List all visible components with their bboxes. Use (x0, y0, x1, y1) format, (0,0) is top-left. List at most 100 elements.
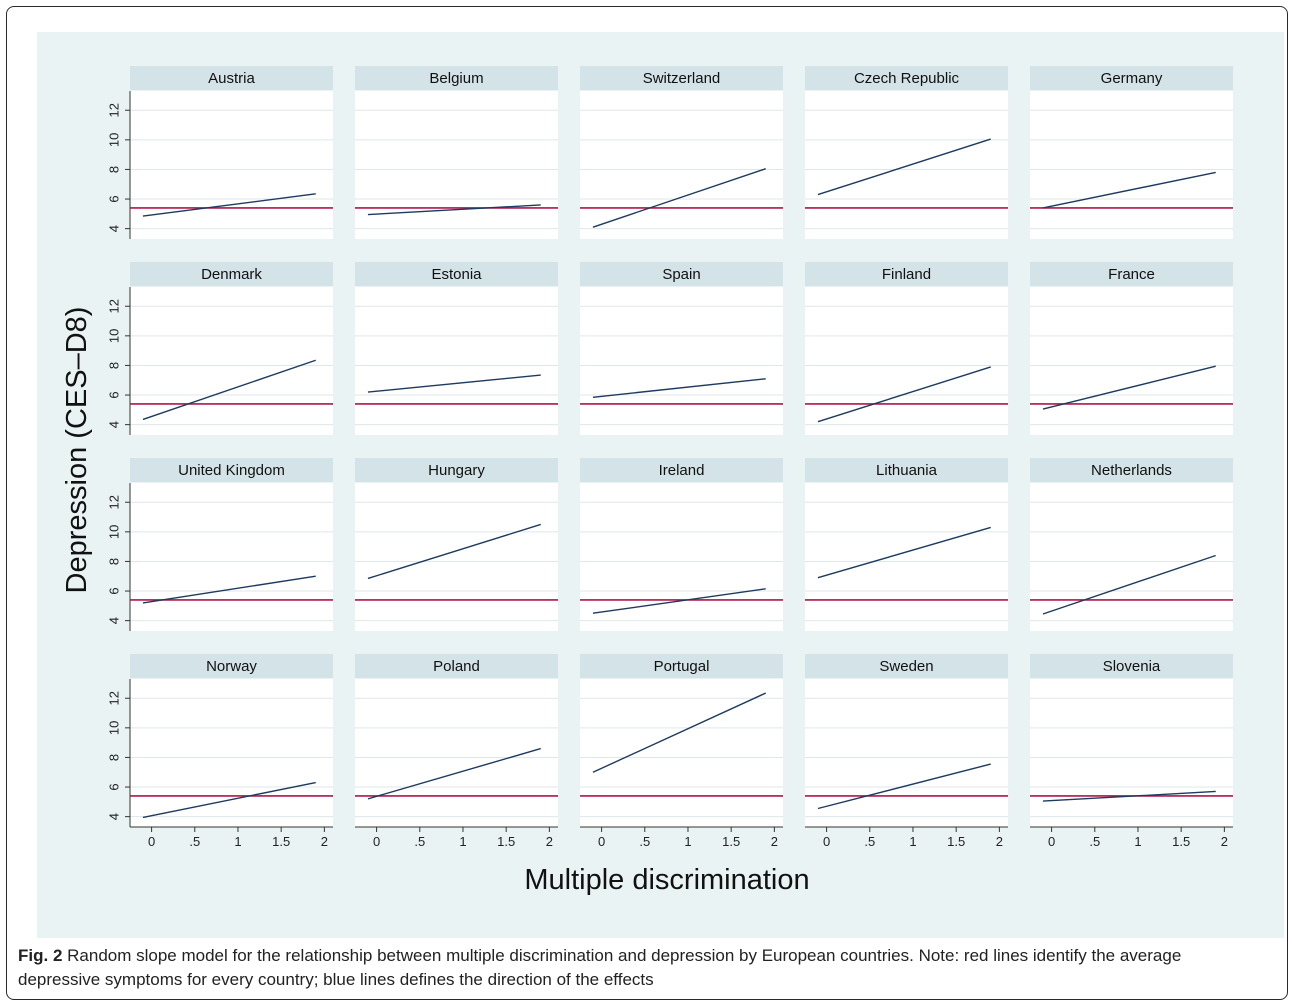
y-tick-label: 10 (107, 721, 122, 735)
panel-czech-republic: Czech Republic (805, 66, 1008, 239)
x-tick-label: 0 (148, 834, 155, 849)
x-tick-label: 1 (234, 834, 241, 849)
plot-area (130, 91, 333, 239)
plot-area (1030, 287, 1233, 435)
x-tick-label: .5 (414, 834, 425, 849)
x-tick-label: 1.5 (497, 834, 515, 849)
panel-title: Ireland (659, 462, 705, 479)
panel-title: Portugal (654, 658, 710, 675)
strip-header (355, 66, 558, 90)
strip-header (355, 262, 558, 286)
panel-ireland: Ireland (580, 458, 783, 631)
y-tick-label: 12 (107, 495, 122, 509)
plot-area (355, 483, 558, 631)
x-axis-title: Multiple discrimination (524, 864, 809, 896)
slope-line (817, 138, 991, 196)
y-axis-title: Depression (CES–D8) (61, 307, 93, 594)
x-tick-label: 2 (771, 834, 778, 849)
y-tick-label: 10 (107, 133, 122, 147)
x-tick-label: 1.5 (272, 834, 290, 849)
x-tick-label: 1 (909, 834, 916, 849)
panel-denmark: Denmark 4 6 8 10 12 (107, 262, 333, 435)
y-tick-label: 4 (107, 421, 122, 428)
panel-title: Belgium (429, 70, 483, 87)
panel-title: Netherlands (1091, 462, 1172, 479)
panel-norway: Norway 4 6 8 10 12 0 .5 1 1.5 2 (107, 654, 333, 849)
x-tick-label: 2 (996, 834, 1003, 849)
panel-title: Spain (662, 266, 700, 283)
panel-title: Switzerland (643, 70, 721, 87)
plot-area (580, 287, 783, 435)
strip-header (580, 262, 783, 286)
y-tick-label: 4 (107, 225, 122, 232)
slope-line (367, 374, 541, 393)
y-tick-label: 6 (107, 783, 122, 790)
strip-header (1030, 66, 1233, 90)
strip-header (580, 458, 783, 482)
panel-title: Hungary (428, 462, 485, 479)
slope-line (1042, 554, 1216, 615)
slope-line (1042, 790, 1216, 802)
slope-line (592, 588, 766, 614)
slope-line (142, 359, 316, 421)
panel-sweden: Sweden 0 .5 1 1.5 2 (805, 654, 1008, 849)
strip-header (580, 66, 783, 90)
figure-caption: Fig. 2 Random slope model for the relati… (18, 944, 1268, 992)
slope-line (592, 168, 766, 228)
panel-slovenia: Slovenia 0 .5 1 1.5 2 (1030, 654, 1233, 849)
slope-line (367, 747, 541, 800)
x-tick-label: 0 (598, 834, 605, 849)
panel-united-kingdom: United Kingdom 4 6 8 10 12 (107, 458, 333, 631)
panel-title: Poland (433, 658, 480, 675)
strip-header (355, 458, 558, 482)
panel-netherlands: Netherlands (1030, 458, 1233, 631)
slope-line (592, 378, 766, 398)
strip-header (805, 66, 1008, 90)
x-tick-label: 0 (373, 834, 380, 849)
plot-area (580, 91, 783, 239)
x-tick-label: 0 (1048, 834, 1055, 849)
panel-title: United Kingdom (178, 462, 285, 479)
y-tick-label: 8 (107, 362, 122, 369)
plot-area (1030, 679, 1233, 827)
plot-area (130, 483, 333, 631)
y-tick-label: 12 (107, 691, 122, 705)
x-tick-label: 2 (321, 834, 328, 849)
panel-france: France (1030, 262, 1233, 435)
panel-title: France (1108, 266, 1155, 283)
y-tick-label: 8 (107, 558, 122, 565)
panel-title: Germany (1101, 70, 1163, 87)
x-tick-label: 1 (1134, 834, 1141, 849)
strip-header (130, 458, 333, 482)
y-tick-label: 6 (107, 391, 122, 398)
x-tick-label: 2 (1221, 834, 1228, 849)
strip-header (130, 654, 333, 678)
plot-area (805, 483, 1008, 631)
panel-title: Denmark (201, 266, 262, 283)
panel-germany: Germany (1030, 66, 1233, 239)
panel-title: Lithuania (876, 462, 938, 479)
panel-title: Finland (882, 266, 931, 283)
plot-area (130, 287, 333, 435)
slope-line (1042, 365, 1216, 410)
panel-title: Sweden (879, 658, 933, 675)
strip-header (805, 654, 1008, 678)
panel-belgium: Belgium (355, 66, 558, 239)
x-tick-label: .5 (1089, 834, 1100, 849)
x-tick-label: .5 (189, 834, 200, 849)
slope-line (142, 575, 316, 604)
slope-line (592, 692, 767, 773)
panel-switzerland: Switzerland (580, 66, 783, 239)
panel-title: Slovenia (1103, 658, 1161, 675)
panel-portugal: Portugal 0 .5 1 1.5 2 (580, 654, 783, 849)
panel-estonia: Estonia (355, 262, 558, 435)
y-tick-label: 4 (107, 617, 122, 624)
panel-hungary: Hungary (355, 458, 558, 631)
panel-title: Norway (206, 658, 257, 675)
panel-title: Czech Republic (854, 70, 960, 87)
y-tick-label: 6 (107, 587, 122, 594)
plot-area (805, 91, 1008, 239)
panel-title: Austria (208, 70, 255, 87)
x-tick-label: 1.5 (947, 834, 965, 849)
